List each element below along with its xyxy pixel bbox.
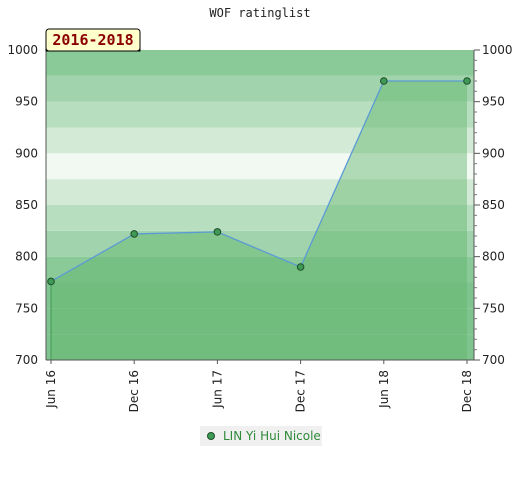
- y-tick-label-left: 850: [15, 198, 38, 212]
- background-band: [46, 179, 474, 205]
- x-tick-label: Dec 17: [294, 370, 308, 412]
- background-band: [46, 282, 474, 309]
- background-band: [46, 101, 474, 128]
- data-point: [380, 77, 388, 85]
- background-band: [46, 153, 474, 180]
- right-axis-ticks: 700 750 800 850 900 950 1000: [474, 43, 513, 367]
- series-area: [50, 80, 467, 360]
- y-tick-label-right: 850: [482, 198, 505, 212]
- y-tick-label-left: 750: [15, 301, 38, 315]
- legend-box: [200, 426, 322, 446]
- y-tick-label-left: 950: [15, 95, 38, 109]
- series-points: [47, 77, 471, 286]
- x-tick-label: Jun 18: [377, 370, 391, 409]
- period-badge-frame: [45, 28, 141, 52]
- series-area-fill: [51, 81, 467, 360]
- background-band: [46, 50, 474, 76]
- background-band: [46, 205, 474, 231]
- series-line: [50, 80, 467, 283]
- y-tick-label-right: 900: [482, 146, 505, 160]
- chart-title: WOF ratinglist: [209, 6, 310, 20]
- data-point: [130, 230, 138, 238]
- x-axis-ticks: Jun 16 Dec 16 Jun 17 Dec 17 Jun 18 Dec 18: [44, 360, 474, 412]
- background-band: [46, 334, 474, 360]
- y-tick-label-left: 800: [15, 250, 38, 264]
- y-tick-label-right: 700: [482, 353, 505, 367]
- y-tick-label-right: 950: [482, 95, 505, 109]
- background-band: [46, 75, 474, 102]
- x-tick-label: Jun 17: [210, 370, 224, 409]
- legend-marker: [207, 432, 215, 440]
- y-tick-label-right: 1000: [482, 43, 513, 57]
- x-tick-label: Dec 16: [127, 370, 141, 412]
- y-tick-label-left: 700: [15, 353, 38, 367]
- background-band: [46, 256, 474, 283]
- data-point: [47, 277, 55, 286]
- data-point: [296, 263, 305, 271]
- y-tick-label-right: 800: [482, 250, 505, 264]
- x-tick-label: Dec 18: [460, 370, 474, 412]
- left-axis-ticks: 700 750 800 850 900 950 1000: [7, 43, 38, 367]
- y-tick-label-right: 750: [482, 301, 505, 315]
- y-tick-label-left: 1000: [7, 43, 38, 57]
- legend: LIN Yi Hui Nicole: [200, 426, 322, 446]
- legend-label: LIN Yi Hui Nicole: [223, 429, 321, 443]
- period-badge: 2016-2018: [45, 28, 141, 52]
- data-point: [463, 77, 471, 85]
- x-tick-label: Jun 16: [44, 370, 58, 409]
- data-point: [213, 228, 222, 236]
- period-badge-text: 2016-2018: [52, 31, 133, 49]
- background-band: [46, 308, 474, 335]
- y-tick-label-left: 900: [15, 146, 38, 160]
- background-band: [46, 127, 474, 154]
